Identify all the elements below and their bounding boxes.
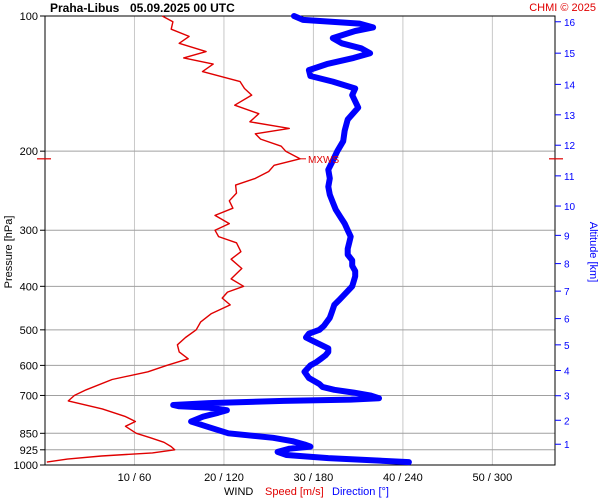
altitude-tick-label: 6 — [564, 315, 570, 326]
pressure-tick-label: 600 — [20, 360, 38, 372]
altitude-tick-label: 12 — [564, 141, 576, 152]
x-axis-label-wind: WIND — [224, 486, 253, 498]
copyright-label: CHMI © 2025 — [529, 2, 596, 14]
pressure-tick-label: 850 — [20, 428, 38, 440]
x-tick-label: 40 / 240 — [383, 472, 423, 484]
annotation-layer: MXWS — [37, 155, 563, 166]
altitude-tick-label: 14 — [564, 80, 576, 91]
pressure-tick-label: 500 — [20, 325, 38, 337]
pressure-tick-label: 1000 — [14, 460, 38, 472]
altitude-tick-label: 10 — [564, 202, 576, 213]
pressure-tick-label: 925 — [20, 445, 38, 457]
x-tick-label: 30 / 180 — [294, 472, 334, 484]
pressure-tick-label: 700 — [20, 390, 38, 402]
altitude-tick-label: 4 — [564, 367, 570, 378]
x-tick-label: 50 / 300 — [472, 472, 512, 484]
x-tick-label: 10 / 60 — [118, 472, 152, 484]
altitude-tick-label: 11 — [564, 172, 575, 183]
altitude-tick-label: 15 — [564, 49, 576, 60]
pressure-tick-label: 100 — [20, 11, 38, 23]
altitude-tick-label: 16 — [564, 18, 576, 29]
altitude-tick-label: 8 — [564, 260, 570, 271]
altitude-tick-label: 7 — [564, 287, 570, 298]
altitude-tick-label: 1 — [564, 440, 570, 451]
altitude-tick-label: 3 — [564, 392, 570, 403]
pressure-tick-label: 300 — [20, 225, 38, 237]
x-axis-label-speed: Speed [m/s] — [265, 486, 324, 498]
x-axis-label-direction: Direction [°] — [332, 486, 389, 498]
speed-series-line — [46, 15, 301, 463]
altitude-tick-label: 5 — [564, 341, 570, 352]
altitude-tick-label: 9 — [564, 231, 570, 242]
direction-series-line — [170, 13, 412, 466]
x-tick-label: 20 / 120 — [204, 472, 244, 484]
datetime-title: 05.09.2025 00 UTC — [130, 1, 235, 15]
station-title: Praha-Libus — [50, 1, 120, 15]
pressure-tick-label: 200 — [20, 146, 38, 158]
y-axis-label: Pressure [hPa] — [3, 216, 15, 289]
series-layer — [46, 13, 412, 466]
altitude-tick-label: 13 — [564, 111, 576, 122]
tick-layer: 10 / 60 20 / 120 30 / 180 40 / 240 50 / 300 1… — [14, 11, 576, 484]
altitude-tick-label: 2 — [564, 416, 570, 427]
pressure-tick-label: 400 — [20, 281, 38, 293]
mxws-label: MXWS — [308, 155, 339, 166]
y-axis-label-right: Altitude [km] — [587, 222, 599, 283]
